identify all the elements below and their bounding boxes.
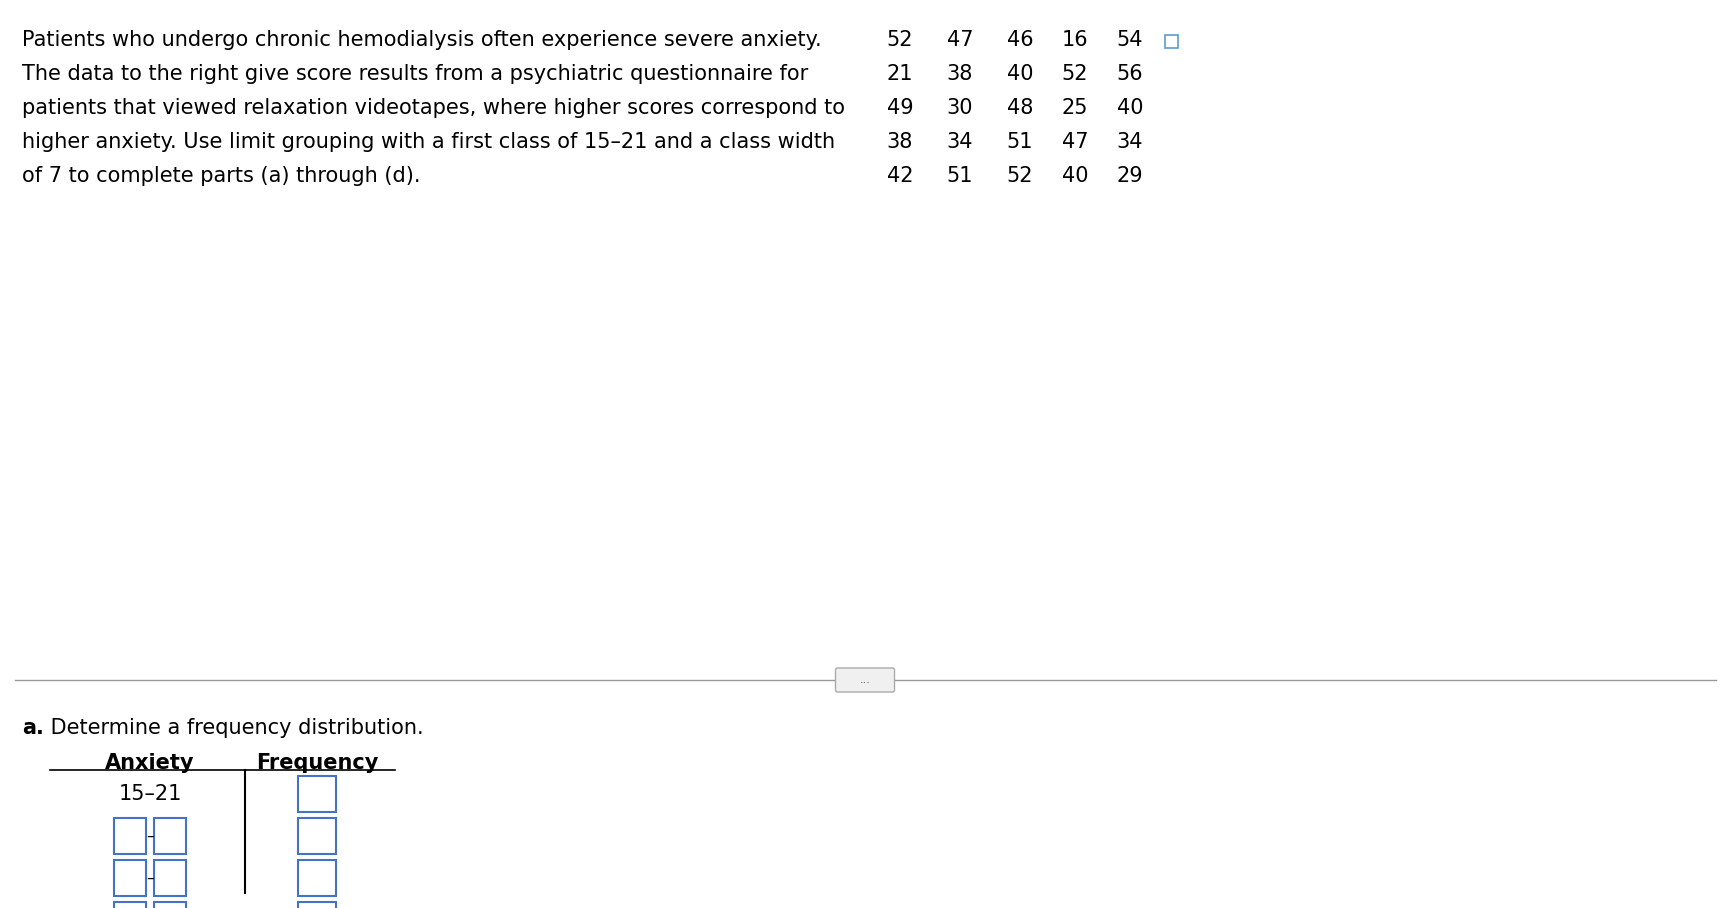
Bar [1164, 35, 1178, 48]
Text: 42: 42 [886, 166, 913, 186]
Text: ...: ... [860, 675, 870, 685]
Text: Frequency: Frequency [256, 753, 379, 773]
Text: patients that viewed relaxation videotapes, where higher scores correspond to: patients that viewed relaxation videotap… [22, 98, 844, 118]
Text: 16: 16 [1060, 30, 1088, 50]
Text: 52: 52 [886, 30, 913, 50]
Text: 30: 30 [946, 98, 972, 118]
Text: 40: 40 [1060, 166, 1088, 186]
Text: 52: 52 [1007, 166, 1033, 186]
Text: –: – [145, 871, 154, 885]
Text: 48: 48 [1007, 98, 1033, 118]
Text: 47: 47 [946, 30, 972, 50]
Text: 38: 38 [886, 132, 913, 152]
Bar [154, 818, 185, 854]
Text: 34: 34 [946, 132, 972, 152]
Text: 38: 38 [946, 64, 972, 84]
Text: a.: a. [22, 718, 43, 738]
Bar [154, 860, 185, 896]
Bar [298, 860, 336, 896]
Text: Patients who undergo chronic hemodialysis often experience severe anxiety.: Patients who undergo chronic hemodialysi… [22, 30, 822, 50]
Bar [154, 902, 185, 908]
Text: 46: 46 [1007, 30, 1033, 50]
Text: Anxiety: Anxiety [106, 753, 195, 773]
Text: 40: 40 [1007, 64, 1033, 84]
Bar [298, 902, 336, 908]
Text: 25: 25 [1060, 98, 1088, 118]
Text: 21: 21 [886, 64, 913, 84]
Bar [298, 818, 336, 854]
FancyBboxPatch shape [836, 668, 894, 692]
Text: 40: 40 [1116, 98, 1142, 118]
Text: of 7 to complete parts (a) through (d).: of 7 to complete parts (a) through (d). [22, 166, 420, 186]
Text: The data to the right give score results from a psychiatric questionnaire for: The data to the right give score results… [22, 64, 808, 84]
Text: 52: 52 [1060, 64, 1088, 84]
Text: 54: 54 [1116, 30, 1142, 50]
Bar [298, 776, 336, 812]
Text: 49: 49 [886, 98, 913, 118]
Text: higher anxiety. Use limit grouping with a first class of 15–21 and a class width: higher anxiety. Use limit grouping with … [22, 132, 834, 152]
Text: 56: 56 [1116, 64, 1142, 84]
Text: Determine a frequency distribution.: Determine a frequency distribution. [43, 718, 424, 738]
Bar [114, 902, 145, 908]
Text: 51: 51 [1007, 132, 1033, 152]
Text: 34: 34 [1116, 132, 1142, 152]
Text: –: – [145, 828, 154, 844]
Text: 29: 29 [1116, 166, 1142, 186]
Bar [114, 818, 145, 854]
Text: 47: 47 [1060, 132, 1088, 152]
Text: 51: 51 [946, 166, 972, 186]
Bar [114, 860, 145, 896]
Text: 15–21: 15–21 [118, 784, 182, 804]
